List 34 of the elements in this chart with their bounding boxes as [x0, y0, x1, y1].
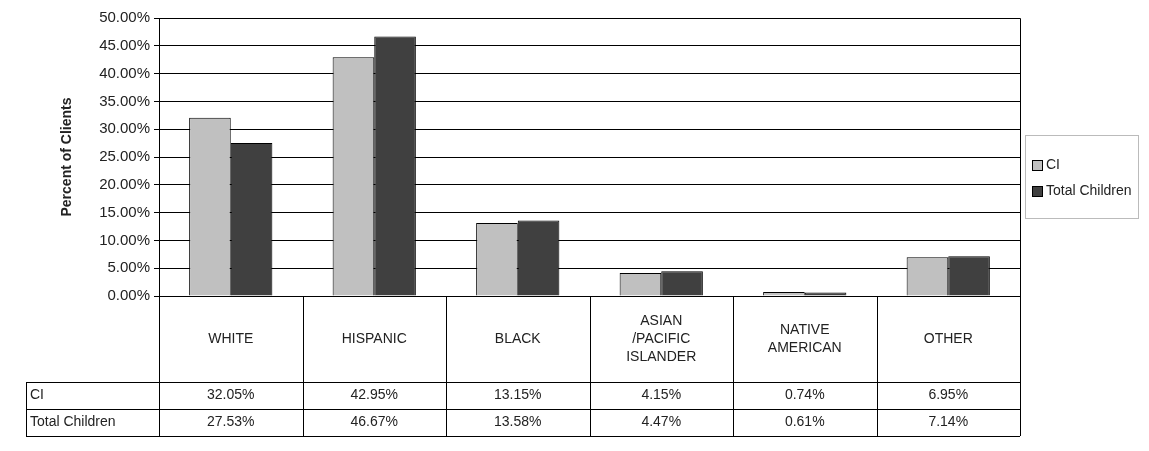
data-label: 32.05%: [207, 386, 255, 403]
y-axis-title: Percent of Clients: [58, 97, 75, 217]
legend-label: CI: [1046, 156, 1060, 172]
text: Total Children: [30, 413, 116, 430]
data-label: 0.74%: [784, 386, 825, 403]
x-tick-label: OTHER: [923, 329, 973, 346]
data-label: 6.95%: [928, 386, 969, 403]
y-tick-label: 15.00%: [99, 202, 150, 220]
data-label: 4.15%: [641, 386, 682, 403]
y-tick-label: 35.00%: [99, 91, 150, 109]
y-tick-label: 20.00%: [99, 174, 150, 192]
y-tick-label: 30.00%: [99, 119, 150, 137]
x-tick-label: BLACK: [494, 329, 542, 346]
data-label: 0.61%: [784, 413, 825, 430]
x-tick-label: HISPANIC: [341, 329, 407, 346]
y-tick-label: 5.00%: [107, 258, 150, 276]
data-label: 7.14%: [928, 413, 969, 430]
y-tick-label: 10.00%: [99, 230, 150, 248]
y-tick-label: 25.00%: [99, 147, 150, 165]
legend-label: Total Children: [1046, 182, 1132, 198]
x-tick-label: ASIAN /PACIFIC ISLANDER: [626, 311, 697, 364]
data-label: 13.15%: [494, 386, 542, 403]
y-tick-label: 0.00%: [107, 286, 150, 304]
y-tick-label: 45.00%: [99, 35, 150, 53]
data-label: 42.95%: [350, 386, 398, 403]
data-label: 27.53%: [207, 413, 255, 430]
data-label: 13.58%: [494, 413, 542, 430]
data-label: 4.47%: [641, 413, 682, 430]
x-tick-label: NATIVE AMERICAN: [767, 320, 842, 355]
y-tick-label: 40.00%: [99, 63, 150, 81]
y-tick-label: 50.00%: [99, 8, 150, 26]
text: CI: [30, 386, 44, 403]
x-tick-label: WHITE: [208, 329, 254, 346]
data-label: 46.67%: [350, 413, 398, 430]
